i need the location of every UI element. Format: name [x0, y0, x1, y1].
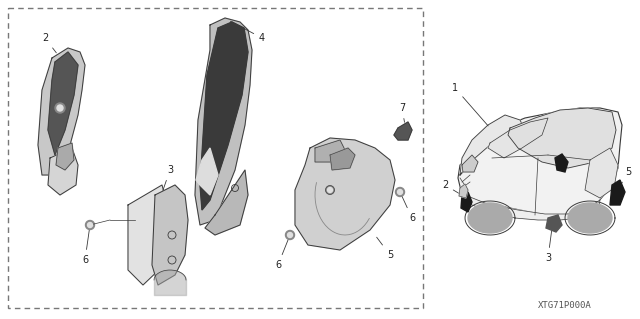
Polygon shape: [462, 195, 600, 220]
Polygon shape: [462, 155, 478, 172]
Polygon shape: [315, 140, 345, 162]
Polygon shape: [459, 184, 468, 198]
Text: 3: 3: [163, 165, 173, 190]
Text: 4: 4: [230, 21, 265, 43]
Circle shape: [57, 105, 63, 111]
Polygon shape: [546, 215, 562, 232]
Polygon shape: [330, 148, 355, 170]
Polygon shape: [195, 18, 252, 225]
Polygon shape: [48, 148, 78, 195]
Polygon shape: [205, 170, 248, 235]
Polygon shape: [585, 148, 618, 198]
Circle shape: [285, 231, 294, 240]
Text: 6: 6: [401, 195, 415, 223]
Circle shape: [88, 222, 93, 227]
Polygon shape: [458, 108, 622, 215]
Polygon shape: [38, 48, 85, 175]
Circle shape: [397, 189, 403, 195]
Polygon shape: [48, 52, 78, 155]
Polygon shape: [128, 185, 166, 285]
Text: 1: 1: [452, 83, 488, 126]
Text: 6: 6: [275, 238, 289, 270]
Polygon shape: [508, 108, 616, 168]
Polygon shape: [460, 115, 525, 175]
Text: 6: 6: [82, 228, 90, 265]
Text: 5: 5: [377, 237, 393, 260]
Text: 3: 3: [545, 231, 552, 263]
Polygon shape: [152, 185, 188, 285]
Circle shape: [396, 188, 404, 197]
Circle shape: [326, 186, 335, 195]
Polygon shape: [468, 203, 512, 233]
Polygon shape: [200, 22, 248, 210]
Text: 7: 7: [399, 103, 405, 122]
Circle shape: [55, 103, 65, 113]
Polygon shape: [196, 148, 218, 195]
Polygon shape: [461, 192, 472, 212]
Text: 4: 4: [545, 113, 559, 153]
Polygon shape: [295, 138, 395, 250]
Polygon shape: [610, 180, 625, 205]
Circle shape: [86, 220, 95, 229]
Bar: [8, 8, 423, 308]
Text: XTG71P000A: XTG71P000A: [538, 300, 592, 309]
Text: 5: 5: [620, 167, 631, 188]
Text: 2: 2: [42, 33, 56, 53]
Polygon shape: [394, 122, 412, 140]
Polygon shape: [56, 143, 74, 170]
Circle shape: [287, 233, 292, 238]
Polygon shape: [555, 154, 568, 172]
Circle shape: [328, 188, 333, 192]
Polygon shape: [488, 118, 548, 158]
Text: 2: 2: [442, 180, 463, 196]
Polygon shape: [568, 203, 612, 233]
